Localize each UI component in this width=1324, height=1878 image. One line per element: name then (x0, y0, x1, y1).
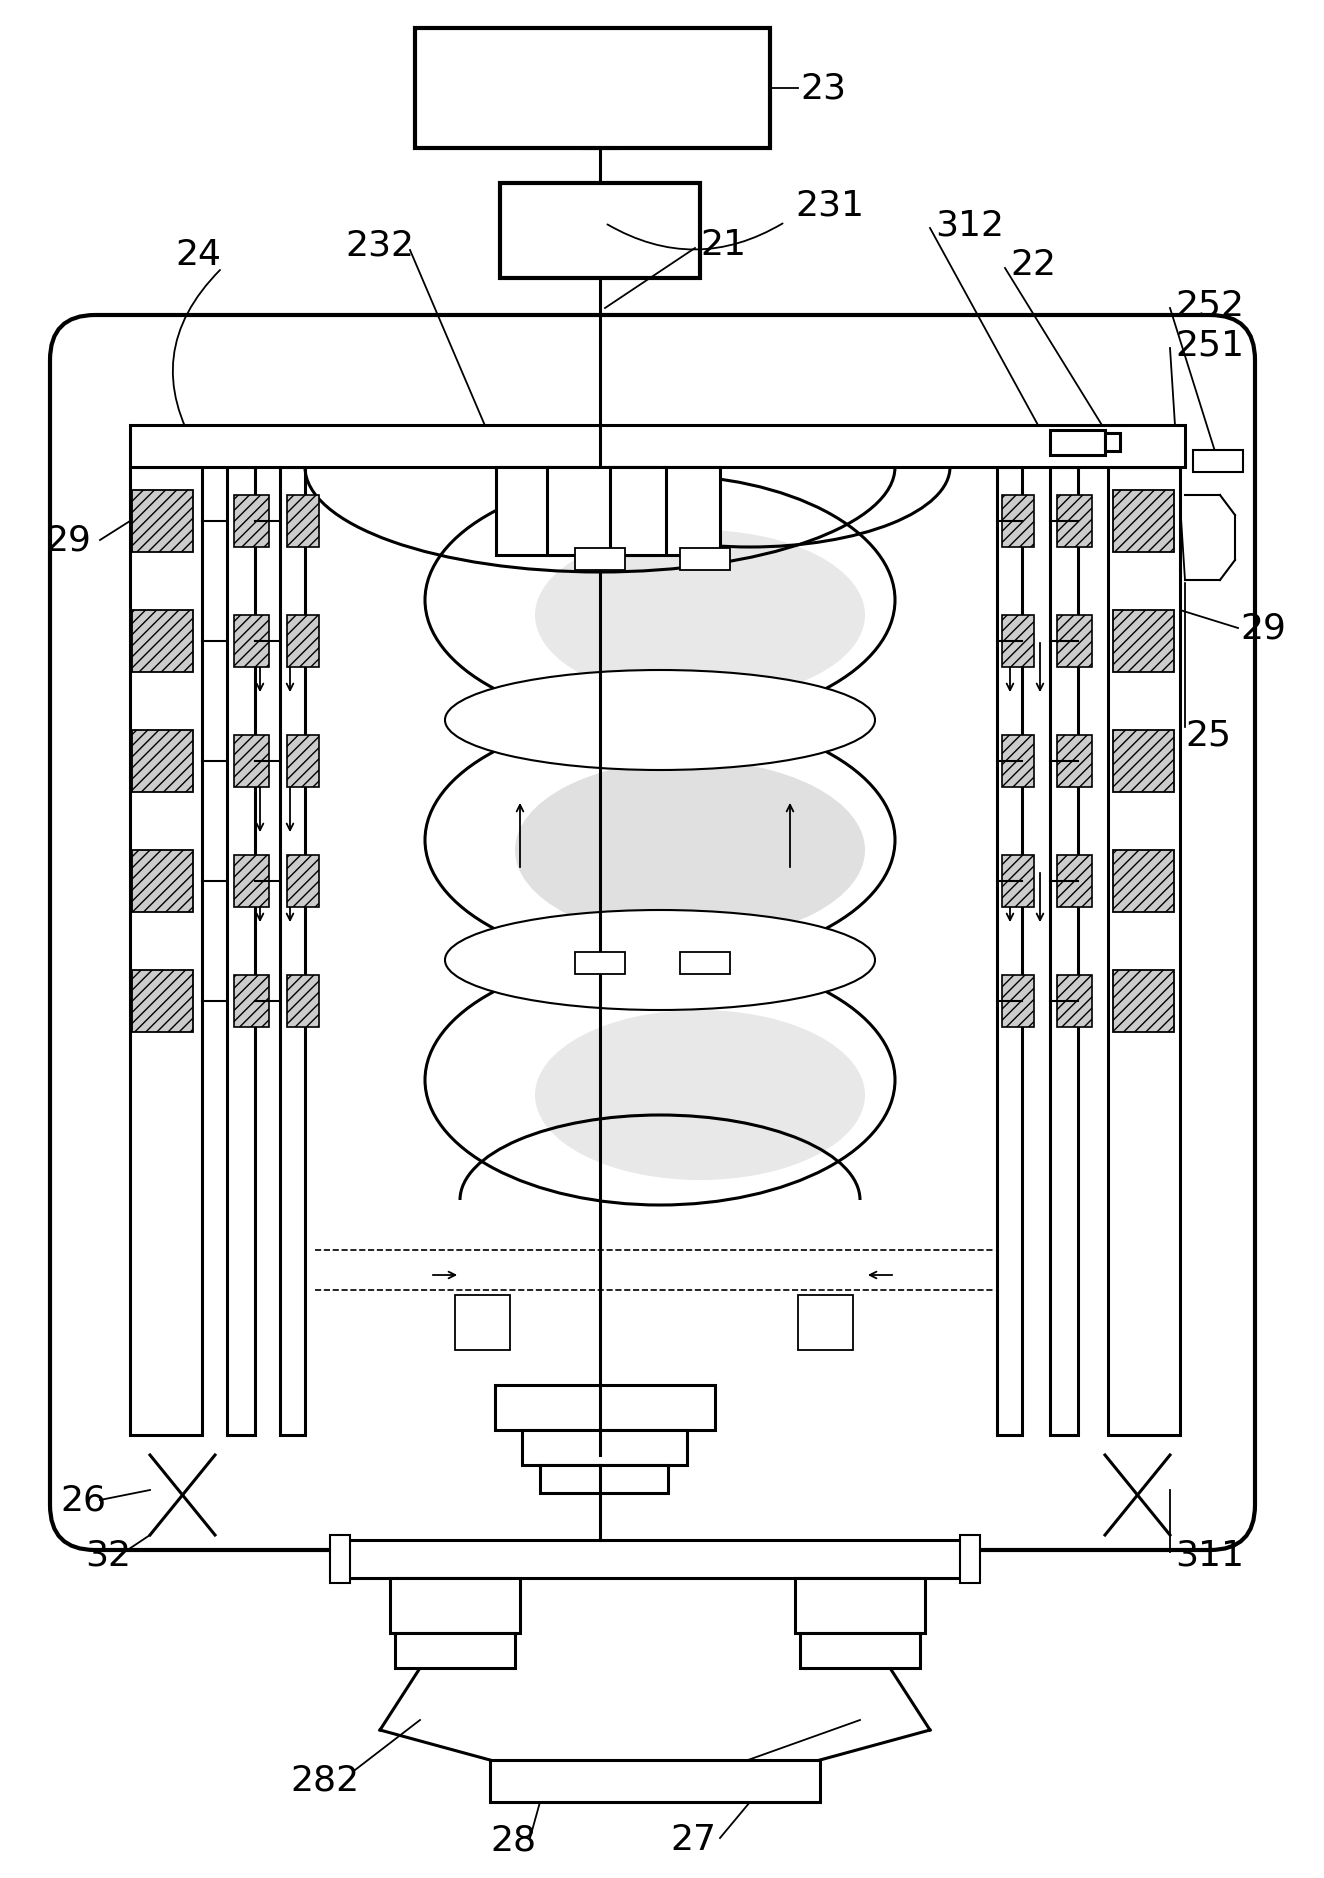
Bar (1057, 496, 1092, 546)
Text: 311: 311 (1174, 1538, 1245, 1572)
Text: 21: 21 (700, 227, 745, 263)
Bar (665, 468, 720, 556)
Bar (132, 851, 193, 913)
Bar (547, 468, 657, 556)
FancyBboxPatch shape (50, 316, 1255, 1549)
Text: 22: 22 (1010, 248, 1057, 282)
Bar (681, 548, 730, 571)
Text: 28: 28 (490, 1824, 536, 1857)
Bar (1050, 430, 1106, 454)
Bar (575, 548, 625, 571)
Bar (798, 1296, 853, 1350)
Bar (1057, 975, 1092, 1027)
Bar (1002, 496, 1034, 546)
Bar (340, 1540, 970, 1578)
Bar (1057, 734, 1092, 787)
Bar (490, 1760, 820, 1803)
Bar (234, 854, 269, 907)
Bar (455, 1296, 510, 1350)
Ellipse shape (445, 911, 875, 1010)
Text: 251: 251 (1174, 329, 1245, 362)
Text: 282: 282 (290, 1763, 359, 1797)
Text: 24: 24 (175, 239, 221, 272)
Bar (226, 468, 256, 1435)
Bar (496, 468, 551, 556)
Bar (287, 734, 319, 787)
Ellipse shape (515, 761, 865, 941)
Bar (391, 1578, 520, 1634)
Bar (610, 468, 666, 556)
Bar (132, 610, 193, 672)
Bar (575, 952, 625, 975)
Text: 29: 29 (45, 522, 91, 558)
Bar (287, 614, 319, 667)
Bar (234, 496, 269, 546)
Ellipse shape (425, 956, 895, 1206)
Text: 232: 232 (346, 227, 414, 263)
Bar (1002, 614, 1034, 667)
Bar (287, 496, 319, 546)
Bar (1002, 854, 1034, 907)
Text: 281: 281 (675, 1763, 744, 1797)
Bar (130, 424, 1185, 468)
Bar (1113, 851, 1174, 913)
Bar (1108, 468, 1180, 1435)
Text: 29: 29 (1241, 610, 1286, 644)
Bar (1193, 451, 1243, 471)
Bar (1050, 468, 1078, 1435)
Bar (414, 28, 771, 148)
Bar (234, 975, 269, 1027)
Bar (1057, 854, 1092, 907)
Text: 231: 231 (794, 188, 865, 222)
Bar (1057, 614, 1092, 667)
Bar (681, 952, 730, 975)
Bar (960, 1534, 980, 1583)
Bar (132, 490, 193, 552)
Bar (234, 734, 269, 787)
Bar (800, 1634, 920, 1668)
Bar (132, 731, 193, 793)
Bar (1002, 975, 1034, 1027)
Text: 27: 27 (670, 1824, 716, 1857)
Bar (132, 971, 193, 1033)
Ellipse shape (425, 716, 895, 965)
Text: 26: 26 (60, 1484, 106, 1517)
Bar (234, 614, 269, 667)
Bar (500, 182, 700, 278)
Bar (794, 1578, 925, 1634)
Bar (540, 1465, 669, 1493)
Bar (1113, 971, 1174, 1033)
Text: 25: 25 (1185, 717, 1231, 751)
Bar (1002, 734, 1034, 787)
Bar (287, 854, 319, 907)
Bar (279, 468, 305, 1435)
Ellipse shape (445, 670, 875, 770)
Bar (395, 1634, 515, 1668)
Bar (495, 1384, 715, 1429)
Bar (1113, 610, 1174, 672)
Ellipse shape (535, 530, 865, 700)
Bar (522, 1429, 687, 1465)
Bar (997, 468, 1022, 1435)
Bar (1106, 434, 1120, 451)
Ellipse shape (425, 475, 895, 725)
Ellipse shape (535, 1010, 865, 1179)
Text: 32: 32 (85, 1538, 131, 1572)
Bar (330, 1534, 350, 1583)
Bar (130, 468, 203, 1435)
Text: 312: 312 (935, 208, 1004, 242)
Text: 252: 252 (1174, 287, 1245, 321)
Bar (287, 975, 319, 1027)
Text: 23: 23 (800, 71, 846, 105)
Bar (1113, 490, 1174, 552)
Bar (1113, 731, 1174, 793)
